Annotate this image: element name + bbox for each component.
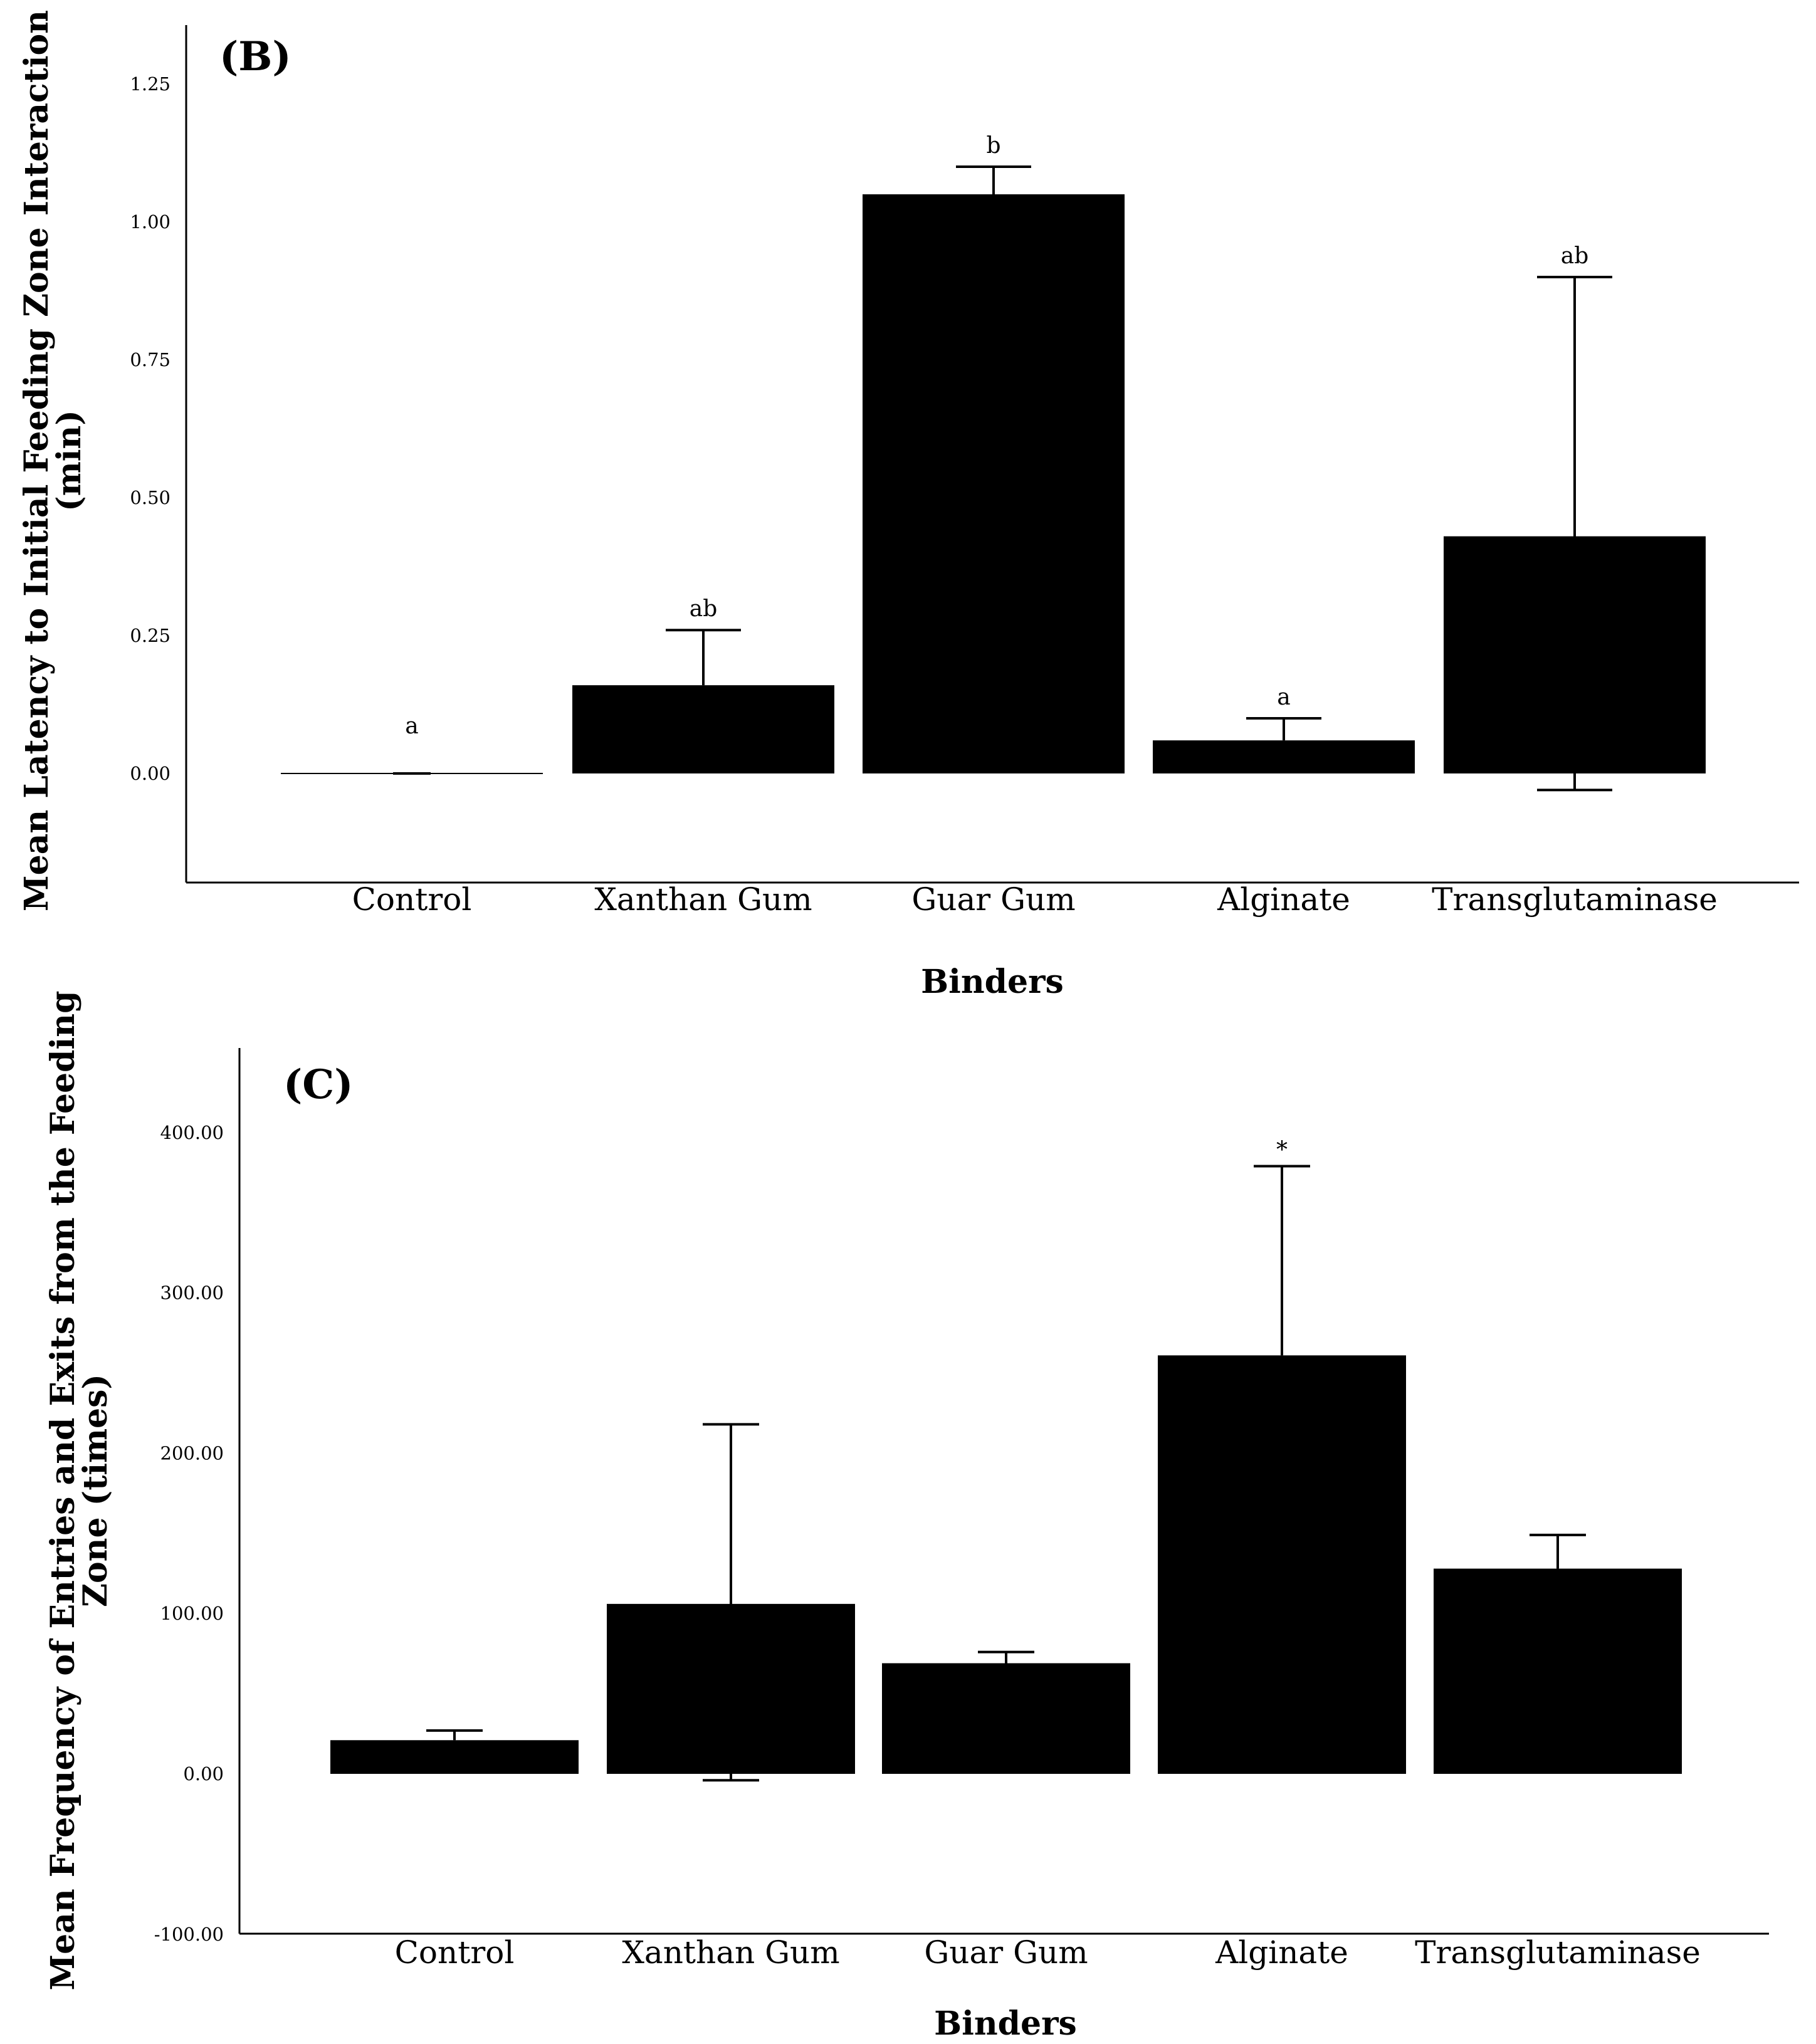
category-label: Guar Gum xyxy=(911,881,1075,918)
panel-b-category-labels: Control Xanthan Gum Guar Gum Alginate Transg… xyxy=(352,881,1718,918)
panel-b-y-tick-label: 0.25 xyxy=(130,625,171,646)
category-label: Alginate xyxy=(1217,881,1350,918)
panel-c-category-labels: Control Xanthan Gum Guar Gum Alginate Transg… xyxy=(395,1934,1701,1971)
panel-b-y-tick-label: 1.00 xyxy=(130,211,171,233)
panel-c-y-tick-label: 0.00 xyxy=(183,1763,224,1785)
panel-b-y-tick-label: 0.75 xyxy=(130,349,171,370)
panel-c-significance-labels: * xyxy=(1276,1138,1288,1163)
bar-xanthan-gum xyxy=(572,685,834,773)
error-bar-alginate xyxy=(1246,717,1321,741)
panel-c-y-tick-label: 300.00 xyxy=(160,1282,224,1304)
panel-c-x-axis-title: Binders xyxy=(934,2005,1077,2043)
panel-c-y-tick-label: 400.00 xyxy=(160,1122,224,1143)
panel-b-significance-labels: a ab b a ab xyxy=(405,133,1588,739)
significance-label: ab xyxy=(690,596,718,622)
category-label: Alginate xyxy=(1215,1934,1348,1971)
error-bar-xanthan-gum xyxy=(703,1423,759,1782)
panel-c-bars xyxy=(330,1355,1682,1774)
panel-b-x-axis-title: Binders xyxy=(921,963,1064,1001)
panel-b-y-axis-title-line2: (min) xyxy=(50,410,88,511)
category-label: Transglutaminase xyxy=(1415,1934,1701,1971)
error-bar-transglutaminase xyxy=(1530,1533,1586,1569)
panel-c-y-axis-title-line2: Zone (times) xyxy=(76,1374,115,1607)
category-label: Transglutaminase xyxy=(1432,881,1718,918)
panel-c-y-tick-label: 100.00 xyxy=(160,1603,224,1624)
panel-b-y-tick-label: 0.50 xyxy=(130,487,171,508)
panel-b-y-tick-labels: 0.00 0.25 0.50 0.75 1.00 1.25 xyxy=(130,73,171,784)
panel-c-y-axis-title-line1: Mean Frequency of Entries and Exits from… xyxy=(44,991,82,1991)
bar-control xyxy=(330,1740,579,1774)
panel-c-chart: (C) -100.000.00100.00200.00300.00400.00 … xyxy=(44,991,1769,2043)
significance-label: b xyxy=(986,133,1000,159)
error-bar-transglutaminase xyxy=(1537,276,1612,792)
panel-c-tag: (C) xyxy=(283,1061,354,1108)
significance-label: a xyxy=(1277,684,1290,710)
panel-b-y-tick-label: 0.00 xyxy=(130,763,171,784)
bar-guar-gum xyxy=(863,194,1125,773)
error-bar-xanthan-gum xyxy=(666,629,741,686)
panel-b-bars xyxy=(281,194,1706,774)
panel-c-y-tick-label: -100.00 xyxy=(154,1924,224,1945)
category-label: Xanthan Gum xyxy=(622,1934,839,1971)
significance-label: * xyxy=(1276,1138,1288,1163)
category-label: Control xyxy=(395,1934,515,1971)
error-bar-guar-gum xyxy=(956,165,1031,194)
panel-c-y-tick-label: 200.00 xyxy=(160,1442,224,1464)
panel-b-tag: (B) xyxy=(219,33,291,80)
significance-label: ab xyxy=(1561,243,1589,269)
bar-alginate xyxy=(1158,1355,1406,1774)
panel-c-error-bars xyxy=(426,1165,1586,1782)
significance-label: a xyxy=(405,713,418,739)
category-label: Guar Gum xyxy=(924,1934,1088,1971)
panel-b-error-bars xyxy=(393,165,1612,792)
category-label: Xanthan Gum xyxy=(594,881,812,918)
panel-b-chart: (B) 0.00 0.25 0.50 0.75 1.00 1.25 a ab b a ab Con… xyxy=(18,10,1799,1001)
bar-guar-gum xyxy=(882,1663,1130,1774)
panel-b-y-tick-label: 1.25 xyxy=(130,73,171,95)
error-bar-control xyxy=(426,1729,483,1741)
error-bar-guar-gum xyxy=(978,1650,1034,1664)
error-bar-alginate xyxy=(1254,1165,1310,1356)
category-label: Control xyxy=(352,881,472,918)
bar-alginate xyxy=(1153,740,1415,773)
bar-transglutaminase xyxy=(1434,1568,1682,1774)
panel-c-y-tick-labels: -100.00 0.00 100.00 200.00 300.00 400.00 xyxy=(154,1122,224,1945)
panel-b-y-axis-title-line1: Mean Latency to Initial Feeding Zone Int… xyxy=(18,10,56,911)
